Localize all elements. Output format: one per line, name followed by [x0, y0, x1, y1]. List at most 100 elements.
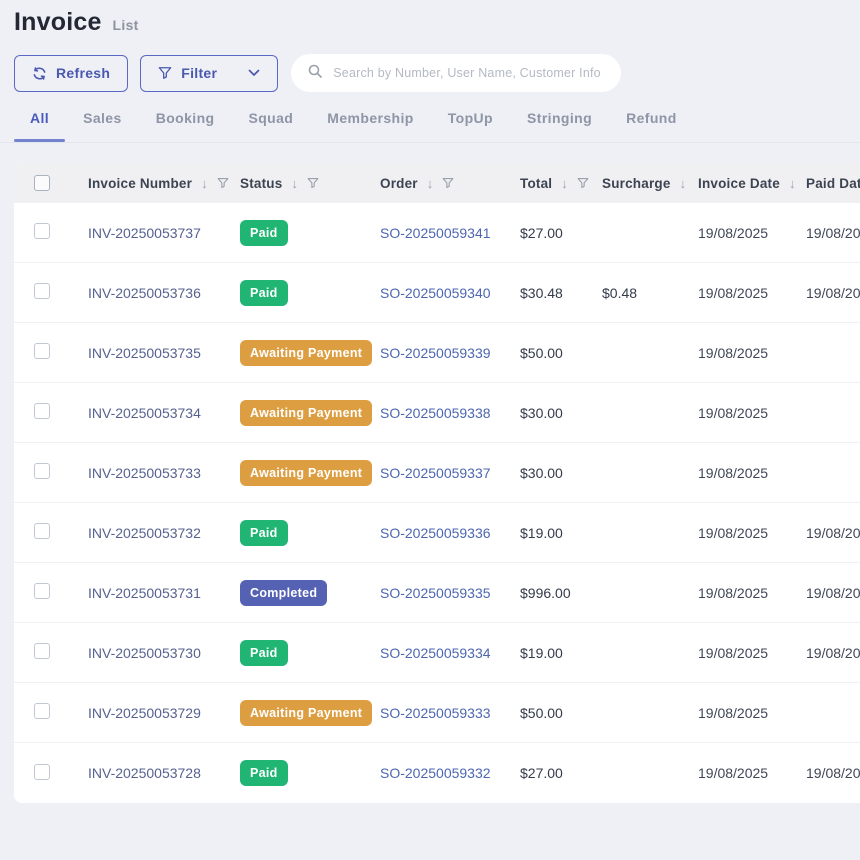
filter-funnel-icon[interactable] — [442, 177, 454, 189]
tab-membership[interactable]: Membership — [327, 100, 413, 142]
invoice-date-value: 19/08/2025 — [684, 705, 792, 721]
table-row: INV-20250053735 Awaiting Payment SO-2025… — [14, 323, 860, 383]
paid-date-value: 19/08/2025 — [792, 765, 860, 781]
table-row: INV-20250053732 Paid SO-20250059336 $19.… — [14, 503, 860, 563]
status-badge: Paid — [240, 280, 288, 306]
status-badge: Completed — [240, 580, 327, 606]
status-badge: Paid — [240, 760, 288, 786]
paid-date-value: 19/08/2025 — [792, 525, 860, 541]
page-title: Invoice — [14, 8, 102, 37]
invoice-date-value: 19/08/2025 — [684, 225, 792, 241]
invoice-number-link[interactable]: INV-20250053735 — [74, 345, 226, 361]
order-link[interactable]: SO-20250059336 — [366, 525, 506, 541]
toolbar: Refresh Filter — [14, 54, 621, 92]
tab-squad[interactable]: Squad — [248, 100, 293, 142]
order-link[interactable]: SO-20250059340 — [366, 285, 506, 301]
order-link[interactable]: SO-20250059334 — [366, 645, 506, 661]
table-row: INV-20250053733 Awaiting Payment SO-2025… — [14, 443, 860, 503]
invoice-date-value: 19/08/2025 — [684, 405, 792, 421]
search-box[interactable] — [291, 54, 621, 92]
search-input[interactable] — [333, 66, 605, 80]
filter-button-label: Filter — [181, 65, 217, 81]
total-value: $19.00 — [506, 525, 588, 541]
table-header-row: Invoice Number ↓ Status ↓ Order ↓ Total … — [14, 163, 860, 203]
total-value: $19.00 — [506, 645, 588, 661]
search-icon — [307, 63, 323, 84]
order-link[interactable]: SO-20250059339 — [366, 345, 506, 361]
table-row: INV-20250053731 Completed SO-20250059335… — [14, 563, 860, 623]
status-badge: Paid — [240, 640, 288, 666]
column-header-invoice-date: Invoice Date ↓ — [684, 176, 792, 191]
invoice-date-value: 19/08/2025 — [684, 645, 792, 661]
paid-date-value: 19/08/2025 — [792, 645, 860, 661]
sort-icon[interactable]: ↓ — [427, 176, 434, 191]
refresh-button-label: Refresh — [56, 65, 110, 81]
invoice-date-value: 19/08/2025 — [684, 585, 792, 601]
row-checkbox[interactable] — [34, 343, 50, 359]
tab-topup[interactable]: TopUp — [448, 100, 493, 142]
total-value: $50.00 — [506, 705, 588, 721]
select-all-checkbox[interactable] — [34, 175, 50, 191]
tab-bar: All Sales Booking Squad Membership TopUp… — [0, 100, 860, 143]
tab-sales[interactable]: Sales — [83, 100, 122, 142]
column-header-paid-date: Paid Date ↓ — [792, 176, 860, 191]
invoice-number-link[interactable]: INV-20250053733 — [74, 465, 226, 481]
column-header-invoice-number: Invoice Number ↓ — [74, 176, 226, 191]
invoice-number-link[interactable]: INV-20250053729 — [74, 705, 226, 721]
invoice-number-link[interactable]: INV-20250053731 — [74, 585, 226, 601]
column-header-order: Order ↓ — [366, 176, 506, 191]
column-header-surcharge: Surcharge ↓ — [588, 176, 684, 191]
table-row: INV-20250053728 Paid SO-20250059332 $27.… — [14, 743, 860, 803]
filter-button[interactable]: Filter — [140, 55, 278, 92]
invoice-number-link[interactable]: INV-20250053736 — [74, 285, 226, 301]
tab-booking[interactable]: Booking — [156, 100, 215, 142]
tab-all[interactable]: All — [30, 100, 49, 142]
total-value: $27.00 — [506, 765, 588, 781]
invoice-number-link[interactable]: INV-20250053737 — [74, 225, 226, 241]
sort-icon[interactable]: ↓ — [561, 176, 568, 191]
order-link[interactable]: SO-20250059341 — [366, 225, 506, 241]
invoice-date-value: 19/08/2025 — [684, 765, 792, 781]
row-checkbox[interactable] — [34, 223, 50, 239]
status-badge: Paid — [240, 520, 288, 546]
total-value: $30.00 — [506, 465, 588, 481]
invoice-date-value: 19/08/2025 — [684, 465, 792, 481]
paid-date-value: 19/08/2025 — [792, 225, 860, 241]
order-link[interactable]: SO-20250059337 — [366, 465, 506, 481]
order-link[interactable]: SO-20250059332 — [366, 765, 506, 781]
table-row: INV-20250053729 Awaiting Payment SO-2025… — [14, 683, 860, 743]
paid-date-value: 19/08/2025 — [792, 285, 860, 301]
total-value: $30.00 — [506, 405, 588, 421]
row-checkbox[interactable] — [34, 283, 50, 299]
row-checkbox[interactable] — [34, 643, 50, 659]
paid-date-value: 19/08/2025 — [792, 585, 860, 601]
order-link[interactable]: SO-20250059338 — [366, 405, 506, 421]
row-checkbox[interactable] — [34, 403, 50, 419]
order-link[interactable]: SO-20250059335 — [366, 585, 506, 601]
table-row: INV-20250053734 Awaiting Payment SO-2025… — [14, 383, 860, 443]
filter-funnel-icon[interactable] — [307, 177, 319, 189]
order-link[interactable]: SO-20250059333 — [366, 705, 506, 721]
tab-refund[interactable]: Refund — [626, 100, 677, 142]
row-checkbox[interactable] — [34, 463, 50, 479]
refresh-button[interactable]: Refresh — [14, 55, 128, 92]
invoice-date-value: 19/08/2025 — [684, 285, 792, 301]
chevron-down-icon[interactable] — [248, 69, 260, 77]
invoice-date-value: 19/08/2025 — [684, 525, 792, 541]
column-header-total: Total ↓ — [506, 176, 588, 191]
tab-stringing[interactable]: Stringing — [527, 100, 592, 142]
sort-icon[interactable]: ↓ — [201, 176, 208, 191]
invoice-number-link[interactable]: INV-20250053728 — [74, 765, 226, 781]
invoice-number-link[interactable]: INV-20250053734 — [74, 405, 226, 421]
invoice-number-link[interactable]: INV-20250053730 — [74, 645, 226, 661]
status-badge: Awaiting Payment — [240, 340, 372, 366]
row-checkbox[interactable] — [34, 764, 50, 780]
total-value: $996.00 — [506, 585, 588, 601]
row-checkbox[interactable] — [34, 523, 50, 539]
invoice-number-link[interactable]: INV-20250053732 — [74, 525, 226, 541]
row-checkbox[interactable] — [34, 583, 50, 599]
total-value: $50.00 — [506, 345, 588, 361]
status-badge: Awaiting Payment — [240, 400, 372, 426]
sort-icon[interactable]: ↓ — [291, 176, 298, 191]
row-checkbox[interactable] — [34, 703, 50, 719]
